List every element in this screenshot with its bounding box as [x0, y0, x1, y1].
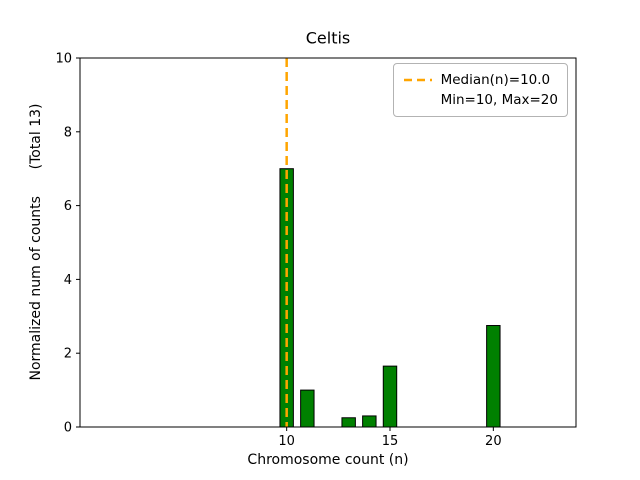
legend-label-median: Median(n)=10.0 — [440, 72, 551, 88]
median-dashed-line-icon — [403, 78, 432, 82]
y-tick-label: 8 — [64, 125, 72, 140]
y-tick-label: 0 — [64, 421, 72, 436]
legend-row-median: Median(n)=10.0 — [403, 70, 558, 90]
x-axis-label: Chromosome count (n) — [247, 452, 409, 468]
histogram-bar — [486, 325, 501, 428]
histogram-bar — [341, 417, 356, 428]
x-tick-label: 15 — [382, 434, 399, 449]
y-tick-label: 4 — [64, 273, 72, 288]
legend: Median(n)=10.0 Min=10, Max=20 — [392, 63, 568, 117]
x-tick-label: 10 — [278, 434, 295, 449]
y-tick-label: 6 — [64, 199, 72, 214]
chart-title: Celtis — [305, 28, 351, 48]
x-tick-label: 20 — [485, 434, 502, 449]
y-axis-label: Normalized num of counts (Total 13) — [28, 103, 44, 381]
legend-empty-handle — [403, 93, 433, 107]
histogram-bar — [382, 365, 398, 428]
legend-row-minmax: Min=10, Max=20 — [403, 90, 558, 110]
y-tick-label: 2 — [64, 347, 72, 362]
y-tick-label: 10 — [55, 52, 72, 67]
legend-label-minmax: Min=10, Max=20 — [440, 92, 558, 108]
histogram-bar — [300, 389, 315, 428]
axes-frame — [79, 57, 577, 428]
histogram-bar — [362, 415, 377, 428]
